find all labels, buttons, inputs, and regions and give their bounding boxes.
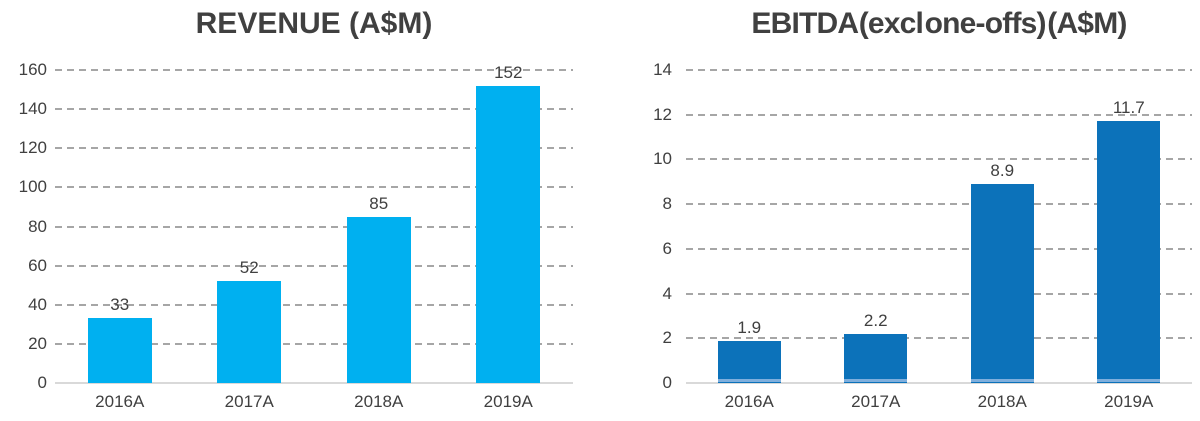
- gridline: [55, 186, 573, 189]
- bar: [217, 281, 282, 383]
- bar-value-label: 11.7: [1112, 98, 1145, 118]
- gridline: [55, 147, 573, 150]
- bar-value-label: 52: [239, 258, 259, 278]
- y-tick-label: 14: [653, 60, 672, 79]
- revenue-chart-title: REVENUE (A$M): [195, 7, 433, 40]
- gridline: [686, 292, 1192, 295]
- x-axis-line: [55, 382, 573, 384]
- bar-value-label: 33: [110, 295, 130, 315]
- y-tick-label: 60: [28, 255, 47, 275]
- gridline: [55, 108, 573, 111]
- y-tick-label: 2: [662, 328, 672, 348]
- gridline: [55, 225, 573, 228]
- x-axis-line: [686, 382, 1192, 384]
- x-axis-category-label: 2017A: [851, 392, 901, 411]
- y-tick-label: 140: [18, 99, 47, 119]
- bar: [844, 333, 908, 383]
- bar-value-label: 152: [494, 62, 523, 82]
- gridline: [686, 113, 1192, 116]
- gridline: [55, 303, 573, 306]
- bar: [87, 318, 152, 383]
- bar-base-strip: [717, 378, 781, 382]
- bar-base-strip: [970, 378, 1034, 382]
- bar-value-label: 85: [369, 193, 389, 213]
- gridline: [55, 342, 573, 345]
- y-tick-label: 20: [28, 333, 47, 353]
- y-tick-label: 40: [28, 294, 47, 314]
- y-tick-label: 4: [662, 283, 672, 303]
- x-axis-category-label: 2019A: [1104, 392, 1154, 411]
- gridline: [686, 158, 1192, 161]
- y-tick-label: 80: [28, 216, 47, 236]
- bar: [970, 184, 1034, 383]
- gridline: [55, 264, 573, 267]
- ebitda-chart-title: EBITDA (excl one-offs) (A$M): [751, 7, 1127, 40]
- y-tick-label: 0: [37, 373, 47, 392]
- y-tick-label: 100: [18, 177, 47, 197]
- x-axis-category-label: 2018A: [977, 392, 1027, 411]
- bar-value-label: 2.2: [863, 310, 888, 330]
- bar: [717, 340, 781, 383]
- x-axis-category-label: 2017A: [224, 392, 274, 411]
- bar-value-label: 1.9: [737, 317, 762, 337]
- x-axis-category-label: 2018A: [354, 392, 404, 411]
- x-axis-category-label: 2016A: [95, 392, 145, 411]
- gridline: [686, 203, 1192, 206]
- y-tick-label: 0: [662, 373, 672, 392]
- y-tick-label: 120: [18, 138, 47, 158]
- y-tick-label: 6: [662, 238, 672, 258]
- y-tick-label: 12: [653, 104, 672, 124]
- bar-value-label: 8.9: [990, 161, 1015, 181]
- bar: [476, 85, 541, 383]
- x-axis-category-label: 2019A: [483, 392, 533, 411]
- x-axis-category-label: 2016A: [724, 392, 774, 411]
- bar: [346, 216, 411, 383]
- y-tick-label: 8: [662, 194, 672, 214]
- gridline: [55, 69, 573, 71]
- gridline: [686, 337, 1192, 340]
- bar-base-strip: [844, 378, 908, 382]
- gridline: [686, 69, 1192, 71]
- gridline: [686, 247, 1192, 250]
- bar: [1097, 121, 1161, 383]
- y-tick-label: 10: [653, 149, 672, 169]
- y-tick-label: 160: [18, 60, 47, 79]
- bar-base-strip: [1097, 378, 1161, 382]
